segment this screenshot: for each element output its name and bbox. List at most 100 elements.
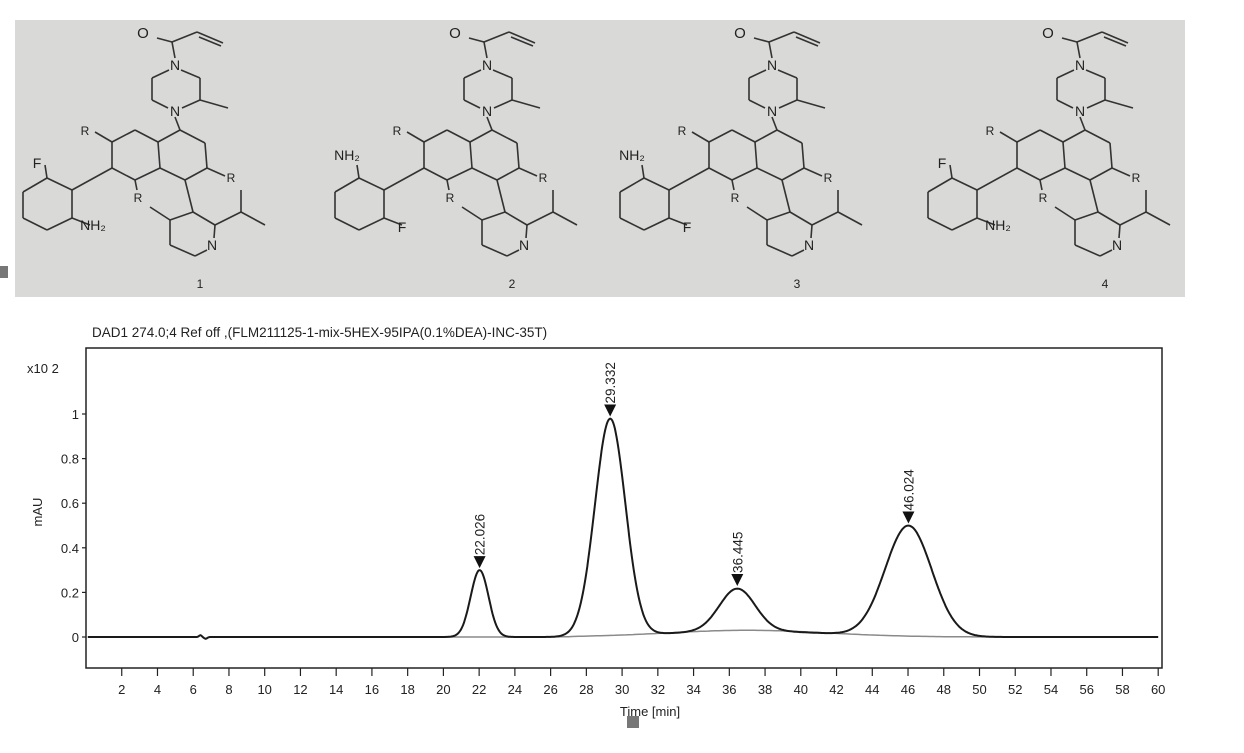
- bond: [383, 167, 425, 191]
- bond: [516, 142, 520, 169]
- bond: [46, 177, 73, 191]
- bond: [334, 217, 360, 231]
- bond: [204, 142, 208, 169]
- bond: [506, 249, 520, 257]
- bond: [1076, 41, 1081, 59]
- atom-label-number: 1: [197, 277, 204, 291]
- bond: [643, 217, 670, 231]
- bond: [169, 211, 194, 221]
- bond: [446, 179, 450, 191]
- structure-3: O N N R R R NH₂ F N 3: [619, 25, 863, 291]
- bond: [731, 167, 758, 181]
- bond: [492, 69, 513, 79]
- atom-label-r2: R: [731, 191, 740, 205]
- atom-label-r3: R: [539, 171, 548, 185]
- bond: [192, 211, 216, 226]
- bond: [334, 177, 360, 193]
- bond: [463, 99, 481, 109]
- bond: [423, 129, 448, 143]
- atom-label-pyridine_n: N: [804, 237, 814, 253]
- structure-4: O N N R R R F NH₂ N 4: [927, 25, 1171, 291]
- x-tick-label: 42: [829, 682, 843, 697]
- bond: [1056, 99, 1074, 109]
- bond: [446, 129, 471, 143]
- bond: [511, 99, 541, 109]
- bond: [199, 99, 229, 109]
- bond: [731, 179, 735, 191]
- bond: [810, 224, 813, 239]
- bond: [510, 36, 534, 47]
- x-tick-label: 38: [758, 682, 772, 697]
- bond: [1101, 31, 1129, 44]
- bond: [951, 177, 978, 191]
- bond: [1118, 224, 1121, 239]
- atom-label-r2: R: [1039, 191, 1048, 205]
- bond: [406, 131, 425, 143]
- x-axis-label: Time [min]: [620, 704, 680, 719]
- x-tick-label: 2: [118, 682, 125, 697]
- bond: [776, 129, 803, 144]
- atom-label-carbonyl_o: O: [137, 25, 149, 42]
- bond: [196, 31, 224, 44]
- bond: [383, 217, 403, 226]
- bond: [240, 211, 266, 226]
- x-tick-label: 28: [579, 682, 593, 697]
- atom-label-carbonyl_o: O: [1042, 25, 1054, 42]
- x-tick-label: 8: [225, 682, 232, 697]
- atom-label-number: 4: [1102, 277, 1109, 291]
- x-tick-label: 26: [543, 682, 557, 697]
- bond: [976, 217, 996, 226]
- bond: [496, 179, 506, 213]
- bond: [927, 177, 953, 193]
- x-tick-label: 16: [365, 682, 379, 697]
- x-tick-label: 20: [436, 682, 450, 697]
- bond: [777, 69, 798, 79]
- bond: [768, 31, 795, 43]
- bond: [801, 142, 805, 169]
- bond: [463, 69, 482, 79]
- bond: [1111, 167, 1131, 177]
- bond: [1062, 141, 1066, 169]
- bond: [1064, 167, 1091, 181]
- bond: [708, 167, 733, 181]
- peak-label: 36.445: [730, 532, 745, 573]
- x-tick-label: 6: [190, 682, 197, 697]
- bond: [1074, 211, 1099, 221]
- bond: [213, 224, 216, 239]
- bond: [358, 217, 385, 231]
- bond: [1039, 129, 1064, 143]
- bond: [181, 99, 201, 109]
- bond: [1056, 69, 1075, 79]
- bond: [789, 211, 813, 226]
- bond: [766, 211, 791, 221]
- bond: [811, 211, 839, 226]
- bond: [781, 167, 805, 181]
- x-tick-label: 44: [865, 682, 879, 697]
- bond: [94, 131, 113, 143]
- bond: [668, 217, 688, 226]
- bond: [111, 129, 136, 143]
- bond: [491, 129, 518, 144]
- bond: [171, 41, 176, 59]
- atom-label-r1: R: [678, 124, 687, 138]
- bond: [1039, 167, 1066, 181]
- peak-arrow-icon: [902, 511, 915, 524]
- atom-label-r1: R: [393, 124, 402, 138]
- bond: [691, 131, 710, 143]
- bond: [44, 164, 48, 179]
- atom-label-r2: R: [134, 191, 143, 205]
- y-ticks: 0 0.2 0.4 0.6 0.8 1: [61, 407, 86, 645]
- y-tick-label: 0.8: [61, 452, 79, 467]
- atom-label-r3: R: [227, 171, 236, 185]
- x-tick-label: 48: [937, 682, 951, 697]
- bond: [71, 217, 91, 226]
- bond: [134, 179, 138, 191]
- atom-label-n_bottom: N: [170, 103, 180, 119]
- bond: [641, 164, 645, 179]
- bond: [481, 211, 506, 221]
- atom-label-ortho_bottom: F: [398, 219, 407, 235]
- bond: [486, 116, 493, 131]
- bond: [949, 164, 953, 179]
- bond: [206, 167, 226, 177]
- atom-label-n_top: N: [170, 57, 180, 73]
